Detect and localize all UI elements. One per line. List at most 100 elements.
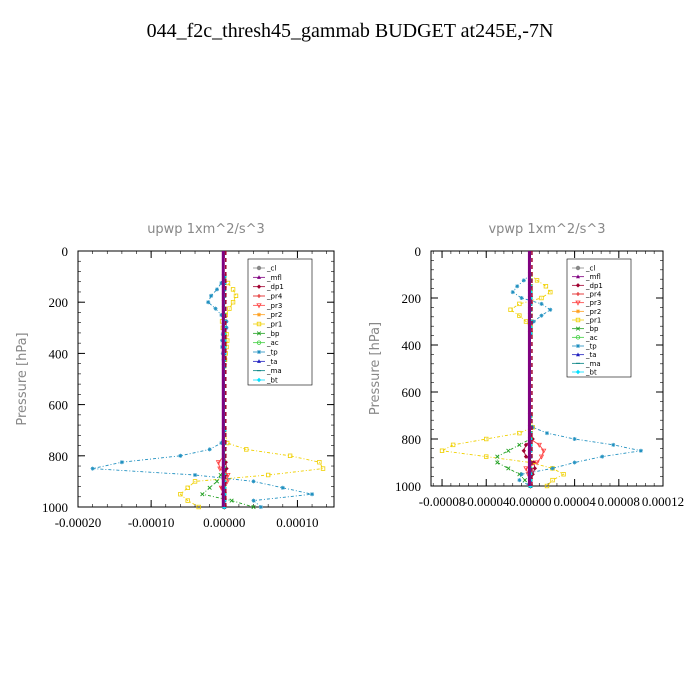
legend-label: _tp bbox=[585, 343, 597, 351]
legend-item-cl: _cl bbox=[572, 265, 595, 273]
data-point-tp bbox=[548, 307, 553, 312]
data-point-tp bbox=[90, 466, 95, 471]
x-tick-label: -0.00004 bbox=[463, 494, 510, 509]
chart-panel-2: vpwp 1xm^2/s^3 Pressure [hPa] 0 200 400 600 80… bbox=[368, 222, 684, 509]
legend-item-ma: _ma bbox=[253, 367, 282, 375]
y-tick-label: 1000 bbox=[395, 479, 421, 494]
data-point-pr4 bbox=[576, 292, 580, 296]
data-point-bp bbox=[495, 454, 500, 459]
y-tick-label: 400 bbox=[402, 338, 422, 353]
data-point-cl bbox=[256, 265, 262, 271]
data-point-pr3 bbox=[225, 472, 231, 479]
data-point-tp bbox=[206, 300, 211, 305]
data-point-pr3 bbox=[215, 460, 222, 466]
data-point-ta bbox=[576, 352, 580, 357]
data-point-tp bbox=[219, 313, 224, 317]
data-point-tp bbox=[214, 287, 219, 292]
data-point-tp bbox=[251, 498, 256, 503]
y-tick-label: 0 bbox=[62, 244, 69, 259]
y-axis-label: Pressure [hPa] bbox=[368, 322, 383, 415]
data-point-pr1 bbox=[439, 448, 445, 453]
data-point-pr1 bbox=[196, 504, 201, 510]
data-point-pr1 bbox=[508, 307, 513, 312]
data-point-pr1 bbox=[517, 313, 522, 318]
chart-panel-1: upwp 1xm^2/s^3 Pressure [hPa] 0 200 400 600 80… bbox=[15, 222, 335, 530]
data-point-tp bbox=[257, 350, 261, 354]
data-point-pr3 bbox=[538, 454, 545, 460]
legend-label: _ta bbox=[585, 351, 597, 359]
legend-item-ac: _ac bbox=[572, 334, 598, 342]
data-point-pr1 bbox=[484, 454, 489, 459]
data-point-pr3 bbox=[534, 460, 540, 466]
chart-title: upwp 1xm^2/s^3 bbox=[147, 222, 265, 237]
x-tick-label: 0.00012 bbox=[642, 494, 684, 509]
legend-item-pr3: _pr3 bbox=[572, 299, 601, 307]
data-point-tp bbox=[539, 301, 544, 306]
x-tick-label: -0.00010 bbox=[128, 515, 175, 530]
data-point-bp bbox=[207, 485, 212, 490]
data-point-pr2 bbox=[257, 312, 261, 317]
data-point-bp bbox=[495, 460, 500, 465]
data-point-pr3 bbox=[217, 466, 223, 472]
data-point-tp bbox=[638, 448, 643, 453]
data-point-ac bbox=[256, 340, 262, 345]
data-point-tp bbox=[517, 478, 522, 483]
legend-label: _pr2 bbox=[585, 308, 601, 316]
data-point-bt bbox=[575, 369, 581, 375]
data-point-pr3 bbox=[541, 448, 547, 454]
legend-item-pr1: _pr1 bbox=[253, 321, 282, 329]
series-pr1 bbox=[439, 272, 566, 489]
data-point-pr1 bbox=[544, 483, 550, 489]
data-point-mfl bbox=[576, 274, 580, 279]
data-point-cl bbox=[575, 265, 581, 271]
legend-item-ta: _ta bbox=[253, 358, 278, 366]
data-point-pr1 bbox=[265, 472, 271, 478]
data-point-pr3 bbox=[575, 300, 581, 306]
legend-item-ma: _ma bbox=[572, 360, 601, 368]
x-tick-label: 0.00004 bbox=[553, 494, 596, 509]
legend-item-tp: _tp bbox=[253, 349, 278, 357]
legend-label: _pr3 bbox=[585, 299, 601, 307]
data-point-pr1 bbox=[230, 287, 236, 292]
data-point-dp1 bbox=[523, 454, 529, 459]
legend-label: _ma bbox=[585, 360, 601, 368]
data-point-tp bbox=[519, 296, 524, 300]
data-point-pr3 bbox=[523, 466, 529, 472]
y-tick-label: 0 bbox=[415, 244, 422, 259]
legend-label: _mfl bbox=[266, 274, 282, 282]
data-point-tp bbox=[611, 442, 616, 447]
data-point-pr1 bbox=[192, 479, 198, 484]
y-tick-label: 800 bbox=[49, 449, 69, 464]
legend-item-ta: _ta bbox=[572, 351, 597, 359]
x-tick-label: -0.00020 bbox=[55, 515, 102, 530]
data-point-bp bbox=[506, 448, 511, 453]
data-point-pr1 bbox=[227, 306, 232, 311]
data-point-tp bbox=[207, 447, 212, 452]
data-point-pr4 bbox=[257, 294, 261, 298]
data-point-pr1 bbox=[543, 284, 549, 289]
chart-title: vpwp 1xm^2/s^3 bbox=[488, 222, 605, 237]
data-point-pr1 bbox=[548, 289, 553, 295]
data-point-tp bbox=[519, 472, 524, 477]
data-point-pr1 bbox=[575, 317, 581, 323]
legend: _cl_mfl_dp1_pr4_pr3_pr2_pr1_bp_ac_tp_ta_… bbox=[247, 258, 313, 386]
y-axis-label: Pressure [hPa] bbox=[15, 332, 30, 425]
data-point-bp bbox=[506, 466, 511, 471]
data-point-mfl bbox=[257, 275, 261, 279]
data-point-dp1 bbox=[532, 466, 538, 471]
data-point-tp bbox=[119, 460, 124, 465]
data-point-bp bbox=[229, 498, 234, 503]
data-point-pr1 bbox=[550, 477, 555, 483]
legend-item-cl: _cl bbox=[253, 265, 276, 273]
legend-label: _pr1 bbox=[266, 321, 282, 329]
data-point-pr1 bbox=[320, 466, 326, 471]
data-point-tp bbox=[280, 485, 285, 490]
legend-item-bp: _bp bbox=[253, 330, 280, 338]
y-tick-label: 600 bbox=[402, 385, 422, 400]
legend-label: _ta bbox=[266, 358, 278, 366]
legend-label: _pr1 bbox=[585, 317, 601, 325]
data-point-bp bbox=[251, 504, 256, 510]
legend: _cl_mfl_dp1_pr4_pr3_pr2_pr1_bp_ac_tp_ta_… bbox=[566, 258, 632, 378]
legend-item-dp1: _dp1 bbox=[253, 283, 284, 291]
data-point-tp bbox=[178, 453, 183, 458]
